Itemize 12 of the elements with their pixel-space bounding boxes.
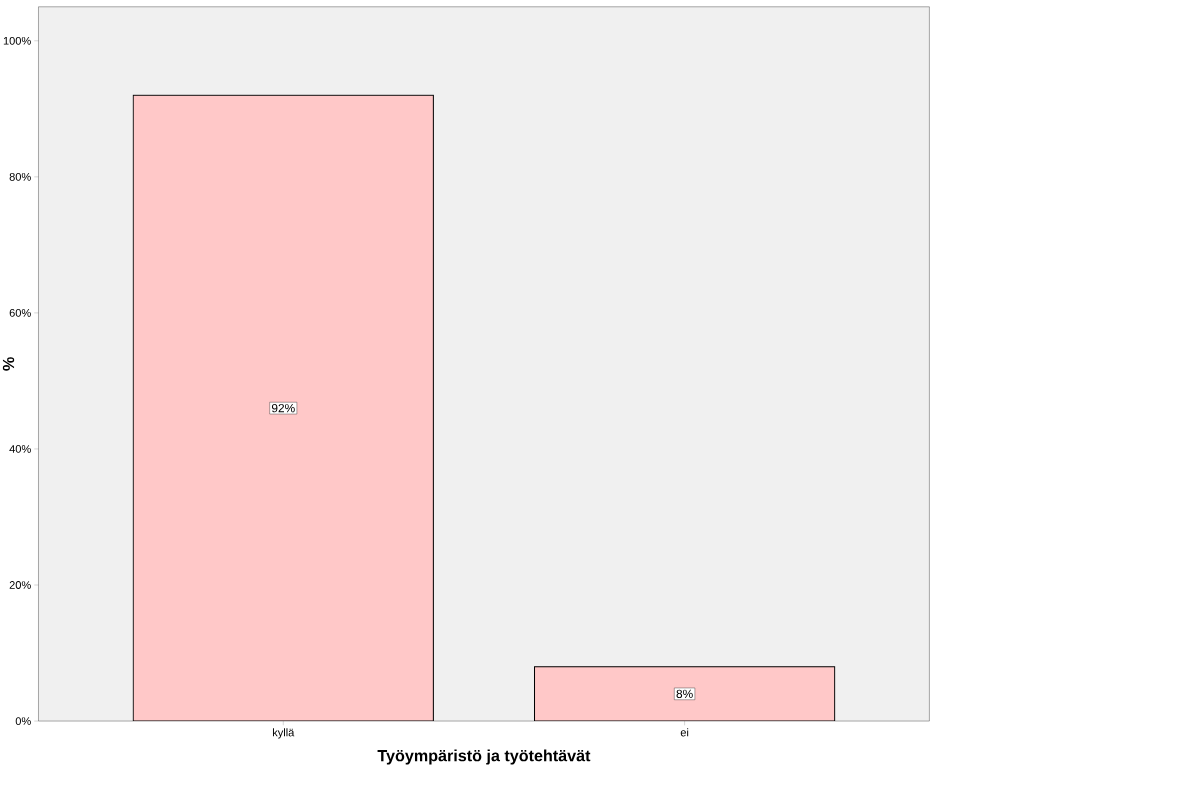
- data-label: 92%: [271, 404, 295, 413]
- y-axis-title: %: [2, 357, 15, 371]
- y-tick-label: 0%: [15, 717, 31, 726]
- y-tick-label: 100%: [3, 36, 31, 45]
- x-axis-title: Työympäristö ja työtehtävät: [377, 749, 591, 765]
- y-tick-label: 80%: [9, 173, 31, 181]
- x-tick-label: kyllä: [272, 728, 295, 739]
- y-tick-label: 40%: [9, 445, 31, 453]
- data-label: 8%: [676, 689, 693, 699]
- x-tick-label: ei: [680, 728, 689, 737]
- y-tick-label: 60%: [9, 309, 31, 317]
- y-tick-label: 20%: [9, 581, 31, 590]
